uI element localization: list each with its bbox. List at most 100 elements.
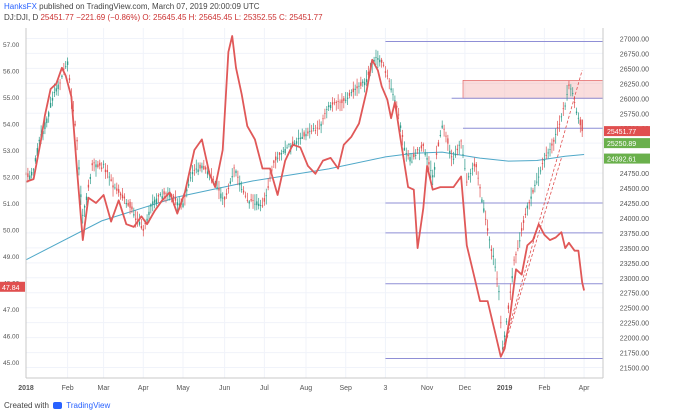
left-tick-label: 56.00 — [3, 68, 20, 75]
candle — [152, 194, 154, 212]
candle — [89, 173, 91, 185]
footer: Created with TradingView — [4, 401, 110, 410]
left-tick-label: 50.00 — [3, 228, 20, 235]
candle — [223, 196, 226, 208]
candle — [390, 79, 392, 93]
candle — [248, 200, 250, 209]
right-tick-label: 24750.00 — [620, 171, 649, 178]
candle-body — [477, 177, 479, 179]
created-with-text: Created with — [4, 401, 49, 410]
candle-body — [172, 195, 175, 198]
candle — [517, 240, 519, 252]
candle — [297, 129, 300, 146]
candle-body — [97, 164, 99, 167]
candle — [350, 89, 353, 97]
candle — [123, 193, 126, 204]
candle-body — [244, 195, 247, 197]
candle — [101, 162, 103, 172]
candle-body — [524, 213, 527, 215]
candle-body — [534, 184, 536, 187]
candle — [322, 114, 324, 125]
candle-body — [335, 101, 337, 103]
candle-body — [479, 187, 481, 189]
candle — [445, 131, 447, 143]
candle — [261, 197, 264, 208]
candle — [241, 181, 243, 193]
candle-body — [233, 167, 235, 169]
candle-body — [430, 170, 432, 172]
candle — [549, 142, 551, 157]
candle-body — [520, 228, 523, 231]
candle-body — [241, 189, 243, 190]
candle-body — [337, 101, 339, 102]
candle — [288, 143, 290, 148]
candle-body — [59, 82, 61, 84]
candle-body — [161, 196, 163, 199]
candle — [433, 162, 436, 178]
candle-body — [225, 193, 228, 195]
candle — [31, 167, 33, 179]
candle-body — [303, 132, 305, 137]
author-link[interactable]: HanksFX — [4, 2, 37, 11]
symbol-text[interactable]: DJ:DJI, D — [4, 13, 39, 22]
candle-body — [454, 154, 457, 156]
candle — [335, 100, 337, 111]
candle — [83, 204, 86, 217]
left-tick-label: 51.00 — [3, 201, 20, 208]
candle-body — [101, 167, 103, 169]
candle-body — [362, 81, 364, 83]
candle — [500, 315, 502, 329]
candle-body — [273, 160, 275, 163]
candle-body — [93, 162, 95, 164]
candle — [532, 187, 534, 195]
candle-body — [509, 291, 511, 293]
right-tick-label: 26000.00 — [620, 96, 649, 103]
candle — [439, 130, 441, 138]
candle-body — [199, 164, 201, 169]
candle-body — [186, 189, 188, 192]
candle — [346, 92, 349, 105]
candle-body — [555, 133, 557, 135]
candle-body — [413, 153, 415, 158]
candle-body — [297, 138, 300, 140]
candle — [498, 285, 500, 301]
candle — [309, 123, 311, 139]
candle — [413, 146, 415, 160]
candle-body — [324, 113, 326, 114]
candle-body — [148, 211, 150, 215]
candle-body — [367, 71, 370, 76]
candle-body — [305, 134, 307, 137]
candle — [36, 143, 39, 157]
tradingview-brand[interactable]: TradingView — [66, 401, 111, 410]
candle — [127, 199, 129, 207]
candle-body — [271, 169, 273, 171]
overlay-label-text: 47.84 — [2, 285, 20, 292]
candle-body — [449, 150, 451, 154]
candle-body — [286, 147, 288, 149]
candle — [276, 151, 279, 163]
candle — [456, 144, 458, 156]
candle-body — [570, 88, 572, 90]
candle — [131, 202, 133, 214]
candle — [314, 124, 317, 135]
candle — [441, 120, 443, 130]
candle-body — [53, 92, 56, 94]
candle-body — [562, 108, 564, 110]
candle — [93, 158, 95, 172]
candle — [275, 151, 277, 169]
candle-body — [579, 119, 581, 126]
candle — [511, 267, 513, 283]
right-tick-label: 22000.00 — [620, 336, 649, 343]
candle — [556, 120, 559, 136]
candle — [352, 81, 354, 99]
candle-body — [538, 176, 540, 178]
candle — [239, 175, 241, 192]
candle — [477, 171, 479, 186]
candle — [564, 102, 566, 110]
candle-body — [176, 202, 179, 206]
candle-body — [468, 176, 470, 178]
trendline — [502, 70, 583, 350]
candle — [471, 162, 474, 176]
candle-body — [312, 128, 315, 130]
candle-body — [159, 194, 161, 195]
